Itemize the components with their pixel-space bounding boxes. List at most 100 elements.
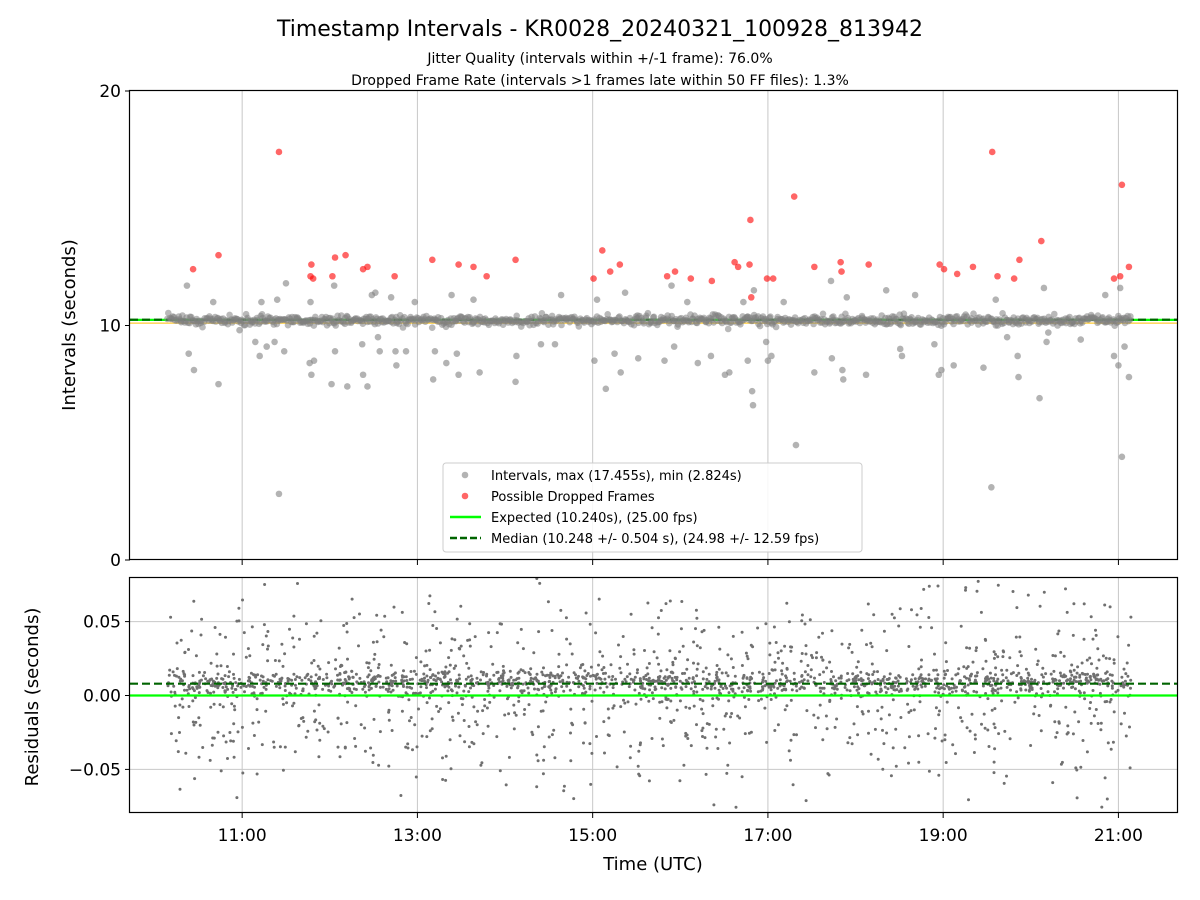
residual-point <box>215 676 219 680</box>
residual-point <box>450 637 454 641</box>
residual-point <box>199 678 203 682</box>
dropped-frame-point <box>790 193 798 200</box>
residual-point <box>570 652 574 656</box>
residual-point <box>975 690 979 694</box>
residual-point <box>799 659 803 663</box>
residual-point <box>538 581 542 585</box>
residual-point <box>833 725 837 729</box>
residual-point <box>263 583 267 586</box>
residual-point <box>558 675 562 678</box>
residual-point <box>353 737 357 740</box>
residual-point <box>173 704 177 708</box>
residual-point <box>701 712 705 716</box>
residual-point <box>888 672 892 676</box>
residual-point <box>785 704 789 708</box>
residual-point <box>1030 686 1034 690</box>
residual-point <box>785 680 789 684</box>
residual-point <box>950 690 954 694</box>
interval-point <box>1051 310 1058 318</box>
residual-point <box>952 686 956 690</box>
residual-point <box>910 608 913 612</box>
residual-point <box>382 635 386 639</box>
residual-point <box>237 619 241 623</box>
residual-point <box>645 678 648 681</box>
interval-point <box>470 296 477 304</box>
residual-point <box>564 616 568 620</box>
residual-point <box>740 775 744 779</box>
residual-point <box>512 727 516 731</box>
interval-point <box>448 291 455 299</box>
interval-point <box>726 369 733 376</box>
residual-point <box>656 632 660 636</box>
residual-point <box>651 697 655 701</box>
residual-point <box>643 649 646 652</box>
residual-point <box>232 676 236 680</box>
residual-point <box>894 676 898 680</box>
residual-point <box>1072 678 1076 682</box>
residual-point <box>847 678 851 682</box>
residual-point <box>993 707 997 711</box>
residual-point <box>547 673 551 677</box>
residual-point <box>404 745 408 749</box>
chart-subtitle-jitter: Jitter Quality (intervals within +/-1 fr… <box>426 51 772 67</box>
residual-point <box>281 697 285 701</box>
interval-point <box>593 296 601 304</box>
residual-point <box>1089 678 1093 682</box>
residual-point <box>507 712 511 716</box>
residual-point <box>306 672 310 676</box>
dropped-frame-point <box>342 251 349 259</box>
residual-point <box>463 740 467 744</box>
residual-point <box>449 681 453 685</box>
interval-point <box>330 282 338 289</box>
residual-point <box>365 661 369 665</box>
residual-point <box>474 681 478 685</box>
residual-point <box>954 689 958 693</box>
residual-point <box>215 664 219 668</box>
residual-point <box>660 686 664 690</box>
residual-point <box>594 631 598 635</box>
interval-point <box>661 357 668 364</box>
interval-point <box>611 350 618 357</box>
residual-point <box>281 768 285 772</box>
residual-point <box>788 679 792 683</box>
residual-point <box>825 727 829 731</box>
residual-point <box>1038 604 1042 608</box>
residual-point <box>1004 676 1008 680</box>
residual-point <box>731 666 735 669</box>
residual-point <box>241 598 244 602</box>
residual-point <box>200 617 204 621</box>
residual-point <box>487 631 491 635</box>
residual-point <box>588 687 592 691</box>
residual-point <box>960 688 964 692</box>
residual-point <box>856 674 860 678</box>
dropped-frame-point <box>308 261 315 268</box>
residual-point <box>964 586 968 590</box>
residual-point <box>187 705 191 708</box>
residual-point <box>541 709 545 713</box>
residual-point <box>389 690 393 694</box>
residual-point <box>381 685 385 689</box>
residual-point <box>988 671 992 675</box>
interval-point <box>591 357 598 364</box>
interval-point <box>258 298 265 306</box>
residual-point <box>530 730 534 734</box>
residual-point <box>729 657 733 661</box>
residual-point <box>669 686 673 690</box>
residual-point <box>994 652 997 656</box>
residual-point <box>821 658 825 662</box>
residual-point <box>607 675 611 679</box>
residual-point <box>686 737 690 740</box>
residual-point <box>447 656 451 660</box>
residual-point <box>883 681 887 685</box>
residual-point <box>944 641 948 645</box>
residual-point <box>887 677 891 680</box>
residual-point <box>1049 704 1052 708</box>
residual-point <box>559 608 563 612</box>
residual-point <box>975 589 979 593</box>
residual-point <box>1062 686 1065 690</box>
residual-point <box>783 644 787 648</box>
residual-point <box>166 684 170 688</box>
residual-point <box>228 731 232 734</box>
residual-point <box>1046 690 1050 694</box>
residual-point <box>1080 671 1084 675</box>
